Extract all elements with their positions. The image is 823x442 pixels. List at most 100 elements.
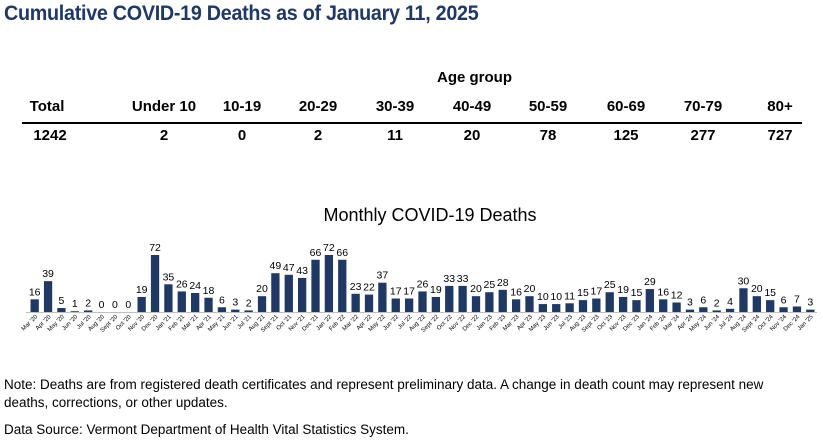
table-value-10-19: 0	[237, 127, 247, 144]
data-label: 0	[125, 299, 131, 311]
x-tick-label: Jun '22	[382, 314, 400, 332]
page-title: Cumulative COVID-19 Deaths as of January…	[4, 2, 479, 25]
data-label: 3	[232, 297, 238, 309]
bar	[659, 299, 668, 312]
bar	[431, 296, 441, 312]
data-label: 2	[85, 297, 91, 309]
data-label: 24	[189, 280, 201, 292]
data-label: 20	[751, 283, 763, 295]
bar	[458, 285, 467, 313]
data-label: 33	[457, 273, 469, 285]
data-label: 49	[270, 260, 282, 272]
table-value-40-49: 20	[463, 127, 481, 144]
data-label: 66	[336, 247, 348, 259]
bar	[445, 285, 454, 313]
data-label: 3	[687, 297, 693, 309]
bar	[311, 259, 320, 312]
bar	[632, 300, 641, 313]
data-label: 16	[510, 286, 522, 298]
data-label: 47	[283, 262, 295, 274]
bar	[578, 300, 588, 313]
data-label: 19	[617, 284, 629, 296]
data-label: 17	[403, 286, 415, 298]
bar	[324, 255, 334, 312]
data-label: 16	[29, 286, 41, 298]
x-tick-label: Jun '24	[703, 314, 721, 332]
table-value-70-79: 277	[690, 127, 716, 144]
bar	[30, 299, 39, 312]
table-value-20-29: 2	[313, 127, 323, 144]
bar	[552, 304, 561, 312]
bar	[752, 296, 761, 312]
data-label: 0	[99, 299, 105, 311]
data-label: 19	[430, 284, 442, 296]
bar	[618, 296, 628, 312]
x-tick-label: Jun '21	[222, 314, 240, 332]
table-value-60-69: 125	[613, 127, 639, 144]
data-label: 28	[497, 277, 509, 289]
table-header-40-49: 40-49	[452, 98, 492, 115]
data-label: 12	[671, 290, 683, 302]
bar	[378, 282, 387, 312]
table-value-under-10: 2	[159, 127, 169, 144]
bar	[672, 302, 681, 312]
table-header-under-10: Under 10	[131, 98, 197, 115]
bar	[685, 309, 695, 313]
bar	[150, 255, 160, 312]
data-label: 16	[657, 286, 669, 298]
bar	[338, 259, 347, 312]
bar	[779, 307, 788, 312]
bar	[204, 297, 213, 312]
note-text: Note: Deaths are from registered death c…	[4, 377, 764, 410]
data-label: 6	[219, 294, 225, 306]
bar	[712, 310, 721, 312]
data-label: 18	[203, 285, 215, 297]
table-value-total: 1242	[33, 127, 67, 144]
data-label: 7	[794, 293, 800, 305]
data-label: 10	[537, 291, 549, 303]
table-header-70-79: 70-79	[683, 98, 723, 115]
table-header-10-19: 10-19	[222, 98, 262, 115]
bar	[257, 296, 267, 312]
data-label: 17	[591, 286, 603, 298]
data-label: 2	[714, 297, 720, 309]
table-value-50-59: 78	[539, 127, 557, 144]
bar	[177, 291, 186, 312]
bar	[471, 296, 481, 312]
bar	[525, 296, 534, 312]
bar	[538, 304, 547, 312]
bar	[137, 296, 146, 312]
data-label: 1	[72, 298, 78, 310]
bar	[792, 306, 802, 312]
data-label: 15	[764, 287, 776, 299]
bar	[699, 307, 708, 312]
data-label: 15	[577, 287, 589, 299]
data-label: 25	[484, 279, 496, 291]
data-label: 43	[296, 265, 308, 277]
bar	[271, 273, 280, 312]
data-label: 35	[163, 271, 175, 283]
bar	[806, 309, 815, 313]
data-label: 39	[42, 268, 54, 280]
table-header-30-39: 30-39	[375, 98, 415, 115]
bar	[766, 300, 775, 313]
bar	[364, 294, 374, 312]
bar	[298, 277, 307, 312]
table-header-total: Total	[29, 98, 65, 115]
data-label: 26	[176, 278, 188, 290]
bar	[391, 298, 400, 312]
data-label: 19	[136, 284, 148, 296]
bar	[498, 289, 507, 312]
x-tick-label: Jun '23	[543, 314, 561, 332]
bar	[164, 284, 173, 312]
bar	[84, 310, 93, 312]
table-header-20-29: 20-29	[298, 98, 338, 115]
bar	[511, 299, 521, 312]
data-label: 20	[524, 283, 536, 295]
bar	[284, 274, 293, 312]
bar	[404, 298, 414, 312]
data-label: 72	[323, 242, 335, 254]
data-label: 5	[59, 295, 65, 307]
data-label: 6	[700, 294, 706, 306]
